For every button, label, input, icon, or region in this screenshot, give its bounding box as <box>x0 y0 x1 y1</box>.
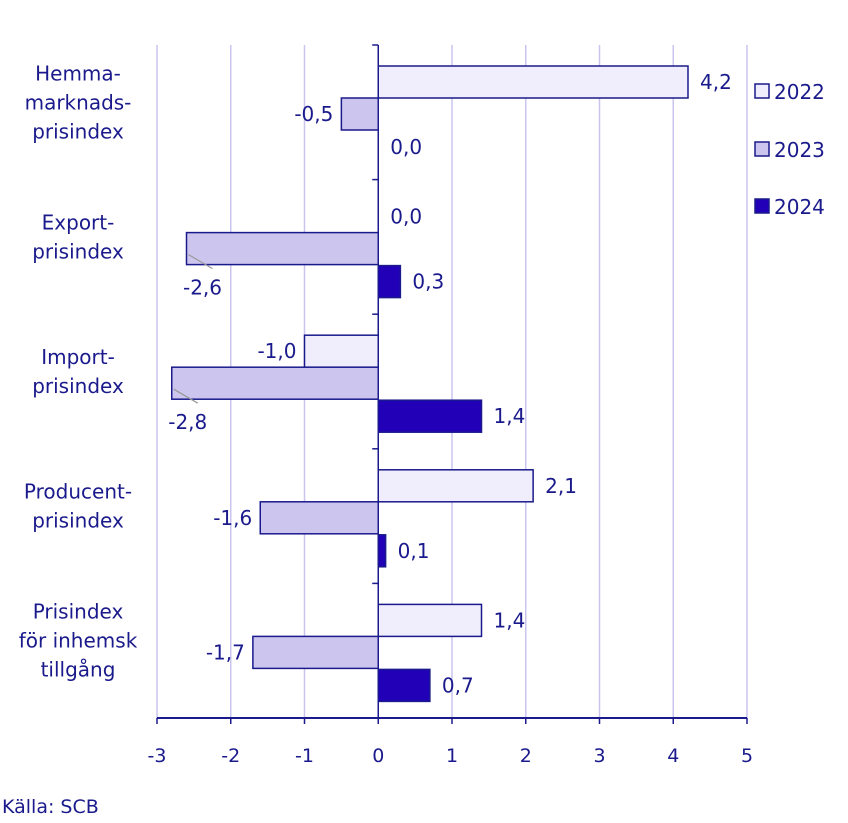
legend-swatch-2024 <box>754 198 770 214</box>
category-label-line: marknads- <box>25 90 132 114</box>
category-label: Export-prisindex <box>32 210 124 263</box>
category-label-line: prisindex <box>32 239 124 263</box>
category-label-line: Producent- <box>24 480 132 504</box>
category-label-line: tillgång <box>41 658 116 682</box>
bar-2022 <box>303 334 379 368</box>
bar-2023 <box>252 635 379 670</box>
category-label-line: för inhemsk <box>19 629 138 653</box>
data-label: 0,3 <box>412 270 444 294</box>
x-tick-label: 4 <box>667 745 679 767</box>
bar-2023 <box>185 231 379 266</box>
category-label-line: prisindex <box>32 509 124 533</box>
data-label: -1,7 <box>206 640 245 664</box>
category-label-line: Import- <box>41 345 115 369</box>
x-tick-label: 3 <box>593 745 605 767</box>
x-tick-label: 5 <box>741 745 753 767</box>
data-label: 1,4 <box>494 404 526 428</box>
bar-2024 <box>377 534 387 568</box>
bar-2023 <box>171 366 379 400</box>
data-label: 0,7 <box>442 673 474 697</box>
data-label: 0,0 <box>390 135 422 159</box>
data-label: -1,6 <box>213 506 252 530</box>
chart: -3 -2 -1 0 1 2 3 4 5Hemma-marknads-prisindexExpo… <box>19 44 825 767</box>
leader-line <box>188 254 213 270</box>
data-label: -1,0 <box>257 339 296 363</box>
category-label-line: Export- <box>42 210 115 234</box>
bar-2024 <box>377 264 402 299</box>
bar-2022 <box>377 603 483 638</box>
x-tick-label: -2 <box>221 745 240 767</box>
x-tick-label: -3 <box>148 745 167 767</box>
leader-line <box>173 388 199 404</box>
category-label-line: Prisindex <box>33 600 124 624</box>
category-label: Prisindex för inhemsk tillgång <box>19 600 138 682</box>
data-label: 0,1 <box>398 539 430 563</box>
bar-2022 <box>377 65 689 99</box>
category-label-line: prisindex <box>32 119 124 143</box>
category-label: Producent-prisindex <box>24 480 132 533</box>
x-tick-label: 0 <box>372 745 384 767</box>
source-note: Källa: SCB <box>2 796 99 818</box>
bar-2024 <box>377 668 431 703</box>
legend-label: 2024 <box>774 195 825 219</box>
data-label: -2,8 <box>168 410 207 434</box>
legend-label: 2023 <box>774 138 825 162</box>
legend-swatch-2023 <box>754 141 770 157</box>
x-tick-label: -1 <box>295 745 314 767</box>
data-label: 0,0 <box>390 205 422 229</box>
x-tick-label: 2 <box>520 745 532 767</box>
data-label: 2,1 <box>545 474 577 498</box>
x-tick-label: 1 <box>446 745 458 767</box>
category-label-line: prisindex <box>32 374 124 398</box>
category-label: Hemma-marknads-prisindex <box>25 61 132 143</box>
legend-swatch-2022 <box>754 83 770 99</box>
category-label: Import-prisindex <box>32 345 124 398</box>
legend-label: 2022 <box>774 80 825 104</box>
bar-2024 <box>377 399 483 433</box>
bar-2022 <box>377 469 534 503</box>
data-label: 4,2 <box>700 70 732 94</box>
bar-2023 <box>340 97 379 131</box>
bar-2023 <box>259 501 379 535</box>
data-label: 1,4 <box>494 608 526 632</box>
data-label: -2,6 <box>183 276 222 300</box>
category-label-line: Hemma- <box>35 61 121 85</box>
data-label: -0,5 <box>294 102 333 126</box>
